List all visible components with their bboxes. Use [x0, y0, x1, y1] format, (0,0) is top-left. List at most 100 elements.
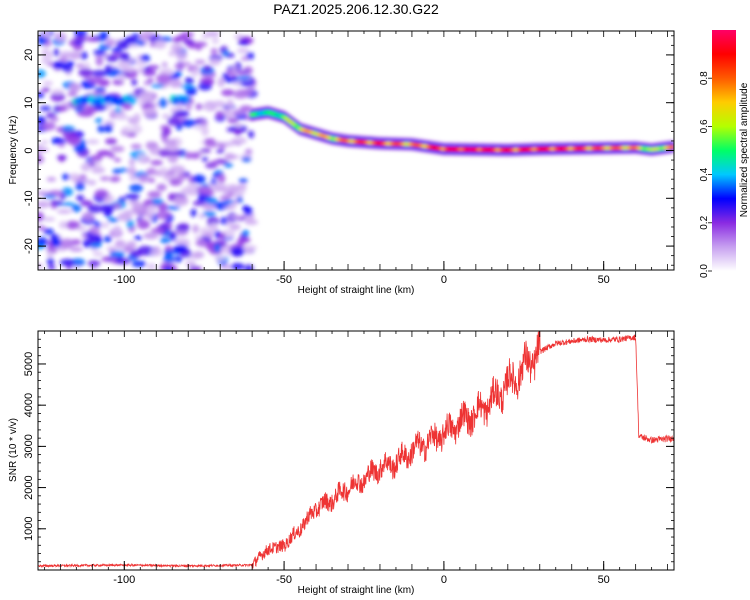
noise-blob: [112, 225, 122, 236]
noise-blob: [113, 157, 122, 163]
noise-blob: [224, 205, 236, 211]
noise-blob: [40, 48, 50, 54]
noise-blob: [69, 172, 80, 182]
noise-blob: [192, 224, 200, 234]
noise-blob: [222, 72, 230, 80]
noise-blob: [55, 32, 67, 43]
noise-blob: [42, 216, 56, 222]
noise-blob: [106, 54, 119, 63]
noise-blob: [93, 49, 106, 56]
noise-blob: [117, 212, 133, 222]
noise-blob: [247, 85, 256, 90]
patch-blob: [182, 95, 191, 104]
noise-blob: [65, 220, 81, 230]
noise-blob: [170, 43, 184, 52]
colorbar-label: Normalized spectral amplitude: [739, 82, 750, 217]
noise-blob: [97, 125, 106, 133]
noise-blob: [209, 160, 219, 166]
noise-blob: [42, 228, 54, 235]
noise-blob: [72, 43, 84, 51]
noise-blob: [158, 98, 168, 108]
noise-blob: [73, 143, 87, 153]
noise-blob: [223, 199, 235, 204]
noise-blob: [130, 143, 142, 150]
noise-blob: [38, 69, 46, 78]
noise-blob: [157, 202, 168, 212]
noise-blob: [209, 58, 221, 66]
noise-blob: [230, 246, 245, 257]
noise-blob: [110, 250, 126, 258]
colorbar-tick-label: 0.6: [699, 119, 710, 133]
noise-blob: [163, 266, 173, 270]
noise-blob: [131, 78, 138, 86]
colorbar-tick-label: 0.8: [699, 71, 710, 85]
noise-blob: [150, 83, 165, 89]
noise-blob: [161, 113, 171, 119]
noise-blob: [195, 239, 208, 247]
colorbar-ramp: [712, 30, 736, 271]
noise-blob: [137, 153, 147, 163]
noise-blob: [49, 200, 64, 205]
noise-blob: [236, 70, 247, 76]
noise-blob: [169, 78, 182, 89]
noise-blob: [210, 222, 218, 231]
noise-blob: [55, 138, 67, 144]
noise-blob: [175, 50, 188, 61]
spectrogram-ridge: [248, 105, 674, 158]
figure-title: PAZ1.2025.206.12.30.G22: [273, 1, 439, 17]
snr-plot-area: [38, 331, 674, 570]
patch-blob: [128, 96, 137, 105]
noise-blob: [38, 92, 45, 98]
noise-blob: [184, 77, 195, 85]
noise-blob: [51, 238, 62, 248]
x-tick-label: 0: [441, 574, 447, 586]
noise-blob: [146, 262, 157, 270]
noise-blob: [158, 149, 172, 157]
spectrogram-y-label: Frequency (Hz): [8, 116, 19, 185]
noise-blob: [192, 250, 205, 259]
noise-blob: [47, 264, 56, 270]
noise-blob: [119, 52, 127, 61]
noise-blob: [173, 195, 189, 206]
noise-blob: [201, 104, 213, 110]
noise-blob: [138, 174, 150, 183]
noise-blob: [234, 128, 242, 137]
noise-blob: [139, 218, 147, 227]
noise-blob: [78, 68, 94, 77]
x-tick-label: -100: [113, 574, 135, 586]
noise-blob: [81, 51, 88, 61]
noise-blob: [168, 50, 176, 57]
noise-blob: [173, 244, 188, 253]
noise-blob: [162, 255, 175, 263]
noise-blob: [212, 187, 227, 192]
y-tick-label: 2000: [23, 475, 35, 499]
noise-blob: [95, 56, 104, 67]
noise-blob: [109, 176, 121, 182]
noise-blob: [219, 264, 233, 270]
noise-blob: [91, 69, 108, 78]
noise-blob: [214, 255, 227, 262]
y-tick-label: 20: [23, 49, 35, 61]
noise-blob: [237, 89, 254, 96]
plot-frame: [37, 330, 675, 571]
noise-blob: [47, 62, 54, 67]
x-tick-label: -100: [113, 274, 135, 286]
noise-blob: [38, 211, 45, 222]
noise-blob: [137, 67, 145, 74]
noise-blob: [154, 39, 167, 50]
noise-blob: [80, 199, 93, 207]
noise-blob: [142, 107, 158, 118]
noise-blob: [103, 197, 112, 203]
noise-blob: [184, 151, 193, 160]
noise-blob: [227, 118, 239, 124]
noise-blob: [51, 89, 65, 95]
noise-blob: [114, 107, 122, 113]
noise-blob: [38, 116, 46, 125]
noise-blob: [96, 150, 112, 157]
noise-blob: [126, 240, 137, 251]
noise-blob: [87, 204, 102, 214]
noise-blob: [91, 166, 106, 174]
noise-blob: [86, 139, 100, 145]
noise-blob: [67, 90, 78, 97]
noise-blob: [142, 103, 156, 109]
